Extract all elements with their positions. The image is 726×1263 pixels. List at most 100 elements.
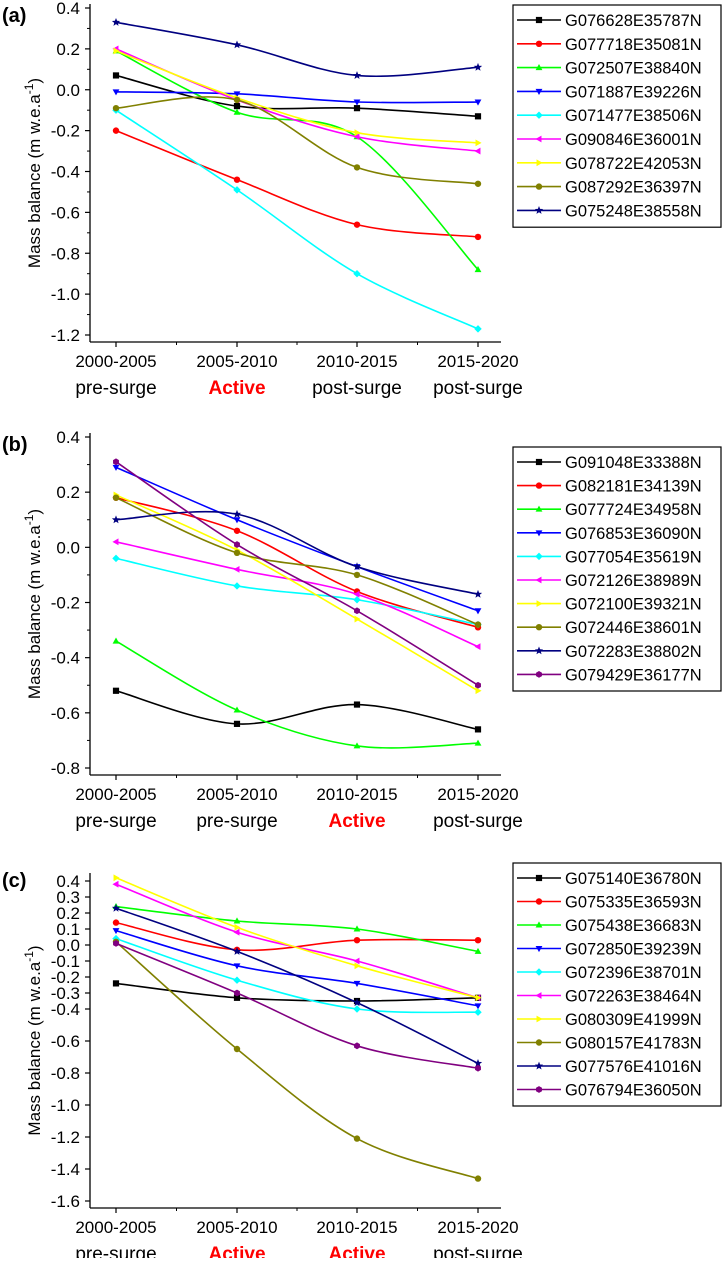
legend-label: G072446E38601N xyxy=(565,619,702,637)
data-point xyxy=(474,147,481,155)
phase-label: Active xyxy=(328,1244,385,1258)
legend-item: G080157E41783N xyxy=(517,1035,702,1053)
phase-label: pre-surge xyxy=(196,811,277,832)
data-point xyxy=(111,903,121,912)
phase-label: post-surge xyxy=(433,378,523,399)
y-axis-title-main: Mass balance (m w.e.a xyxy=(25,525,44,699)
panel-label: (a) xyxy=(2,5,26,27)
panel-label: (b) xyxy=(2,434,28,456)
series-G076628E35787N xyxy=(112,72,482,120)
legend-swatch-marker xyxy=(535,946,543,953)
data-point xyxy=(474,947,482,954)
series-line xyxy=(115,907,479,1065)
y-tick-label: -0.2 xyxy=(51,122,80,141)
legend-swatch-marker xyxy=(535,992,542,999)
y-axis-title-main: Mass balance (m w.e.a xyxy=(25,94,44,268)
y-axis-title: Mass balance (m w.e.a-1) xyxy=(22,945,44,1135)
legend-item: G072396E38701N xyxy=(517,964,702,982)
legend-label: G077054E35619N xyxy=(565,548,702,566)
legend-swatch-marker xyxy=(535,458,543,466)
y-axis-title: Mass balance (m w.e.a-1) xyxy=(22,78,44,268)
data-point xyxy=(474,266,482,273)
x-tick-label: 2010-2015 xyxy=(316,785,397,804)
series-line xyxy=(115,982,479,1002)
legend-box xyxy=(512,4,722,228)
y-tick-label: -1.0 xyxy=(51,1096,80,1115)
legend-item: G075438E36683N xyxy=(517,917,702,935)
legend-item: G077054E35619N xyxy=(517,548,702,566)
y-tick-label: 0.2 xyxy=(56,904,80,923)
legend-swatch-marker xyxy=(536,1015,543,1023)
legend-swatch-marker xyxy=(535,40,543,47)
data-point xyxy=(475,681,481,689)
legend-label: G077718E35081N xyxy=(565,36,702,54)
legend-swatch-marker xyxy=(535,482,543,489)
y-tick-label: 0.2 xyxy=(56,40,80,59)
legend-item: G076628E35787N xyxy=(517,12,702,30)
legend-item: G072263E38464N xyxy=(517,988,702,1006)
y-tick-label: -0.3 xyxy=(51,984,80,1003)
series-G072396E38701N xyxy=(112,934,482,1016)
legend-label: G078722E42053N xyxy=(565,155,702,173)
data-point xyxy=(353,980,361,987)
data-point xyxy=(233,103,241,110)
legend-label: G077724E34958N xyxy=(565,501,702,519)
legend-item: G077724E34958N xyxy=(517,501,702,519)
data-point xyxy=(475,687,482,695)
y-axis-title-main: Mass balance (m w.e.a xyxy=(25,961,44,1135)
legend-swatch-marker xyxy=(535,183,543,190)
y-tick-label: 0.3 xyxy=(56,888,80,907)
data-point xyxy=(474,937,482,944)
series-line xyxy=(115,942,479,1069)
data-point xyxy=(112,934,120,943)
data-point xyxy=(353,269,361,278)
x-tick-label: 2010-2015 xyxy=(316,1218,397,1237)
data-point xyxy=(233,706,241,713)
x-tick-label: 2000-2005 xyxy=(75,1218,156,1237)
data-point xyxy=(475,994,482,1002)
legend-label: G072100E39321N xyxy=(565,596,702,614)
legend-item: G091048E33388N xyxy=(517,454,702,472)
series-G080309E41999N xyxy=(113,874,482,1002)
data-point xyxy=(112,980,120,987)
legend-swatch-marker xyxy=(534,1061,544,1070)
legend-item: G072283E38802N xyxy=(517,643,702,661)
data-point xyxy=(233,582,241,590)
series-G077724E34958N xyxy=(112,637,482,749)
phase-label: Active xyxy=(208,1244,265,1258)
legend-item: G072100E39321N xyxy=(517,596,702,614)
series-line xyxy=(115,689,479,731)
data-point xyxy=(353,937,361,944)
data-point xyxy=(474,1175,482,1182)
x-tick-label: 2005-2010 xyxy=(196,1218,277,1237)
chart-panel-1: (a) 0.4 0.2 0.0 -0.2 -0.4 -0.6 -0.8 -1.0 -1.2 Mass… xyxy=(2,0,722,399)
data-point xyxy=(474,325,482,333)
data-point xyxy=(111,515,121,524)
data-point xyxy=(474,726,482,733)
data-point xyxy=(352,562,362,571)
legend-swatch-marker xyxy=(534,646,544,655)
data-point xyxy=(353,105,361,112)
y-axis-title-close: ) xyxy=(25,78,44,84)
legend-item: G072507E38840N xyxy=(517,60,702,78)
panel-label: (c) xyxy=(2,870,26,892)
series-G077718E35081N xyxy=(112,127,482,241)
y-tick-label: -0.8 xyxy=(51,1064,80,1083)
legend-swatch-marker xyxy=(535,921,543,928)
legend-swatch-marker xyxy=(535,624,543,631)
data-point xyxy=(474,1003,482,1010)
data-point xyxy=(233,176,241,183)
data-point xyxy=(112,494,120,501)
legend-label: G071887E39226N xyxy=(565,83,702,101)
y-tick-label: -0.6 xyxy=(51,1032,80,1051)
data-point xyxy=(112,538,119,546)
data-point xyxy=(113,47,120,55)
data-point xyxy=(474,99,482,106)
legend-label: G090846E36001N xyxy=(565,131,702,149)
data-point xyxy=(353,1005,361,1013)
data-point xyxy=(474,739,482,746)
legend: G091048E33388N G082181E34139N G077724E3495… xyxy=(512,446,722,692)
series-G075248E38558N xyxy=(111,17,483,79)
data-point xyxy=(474,113,482,120)
data-point xyxy=(233,108,241,115)
